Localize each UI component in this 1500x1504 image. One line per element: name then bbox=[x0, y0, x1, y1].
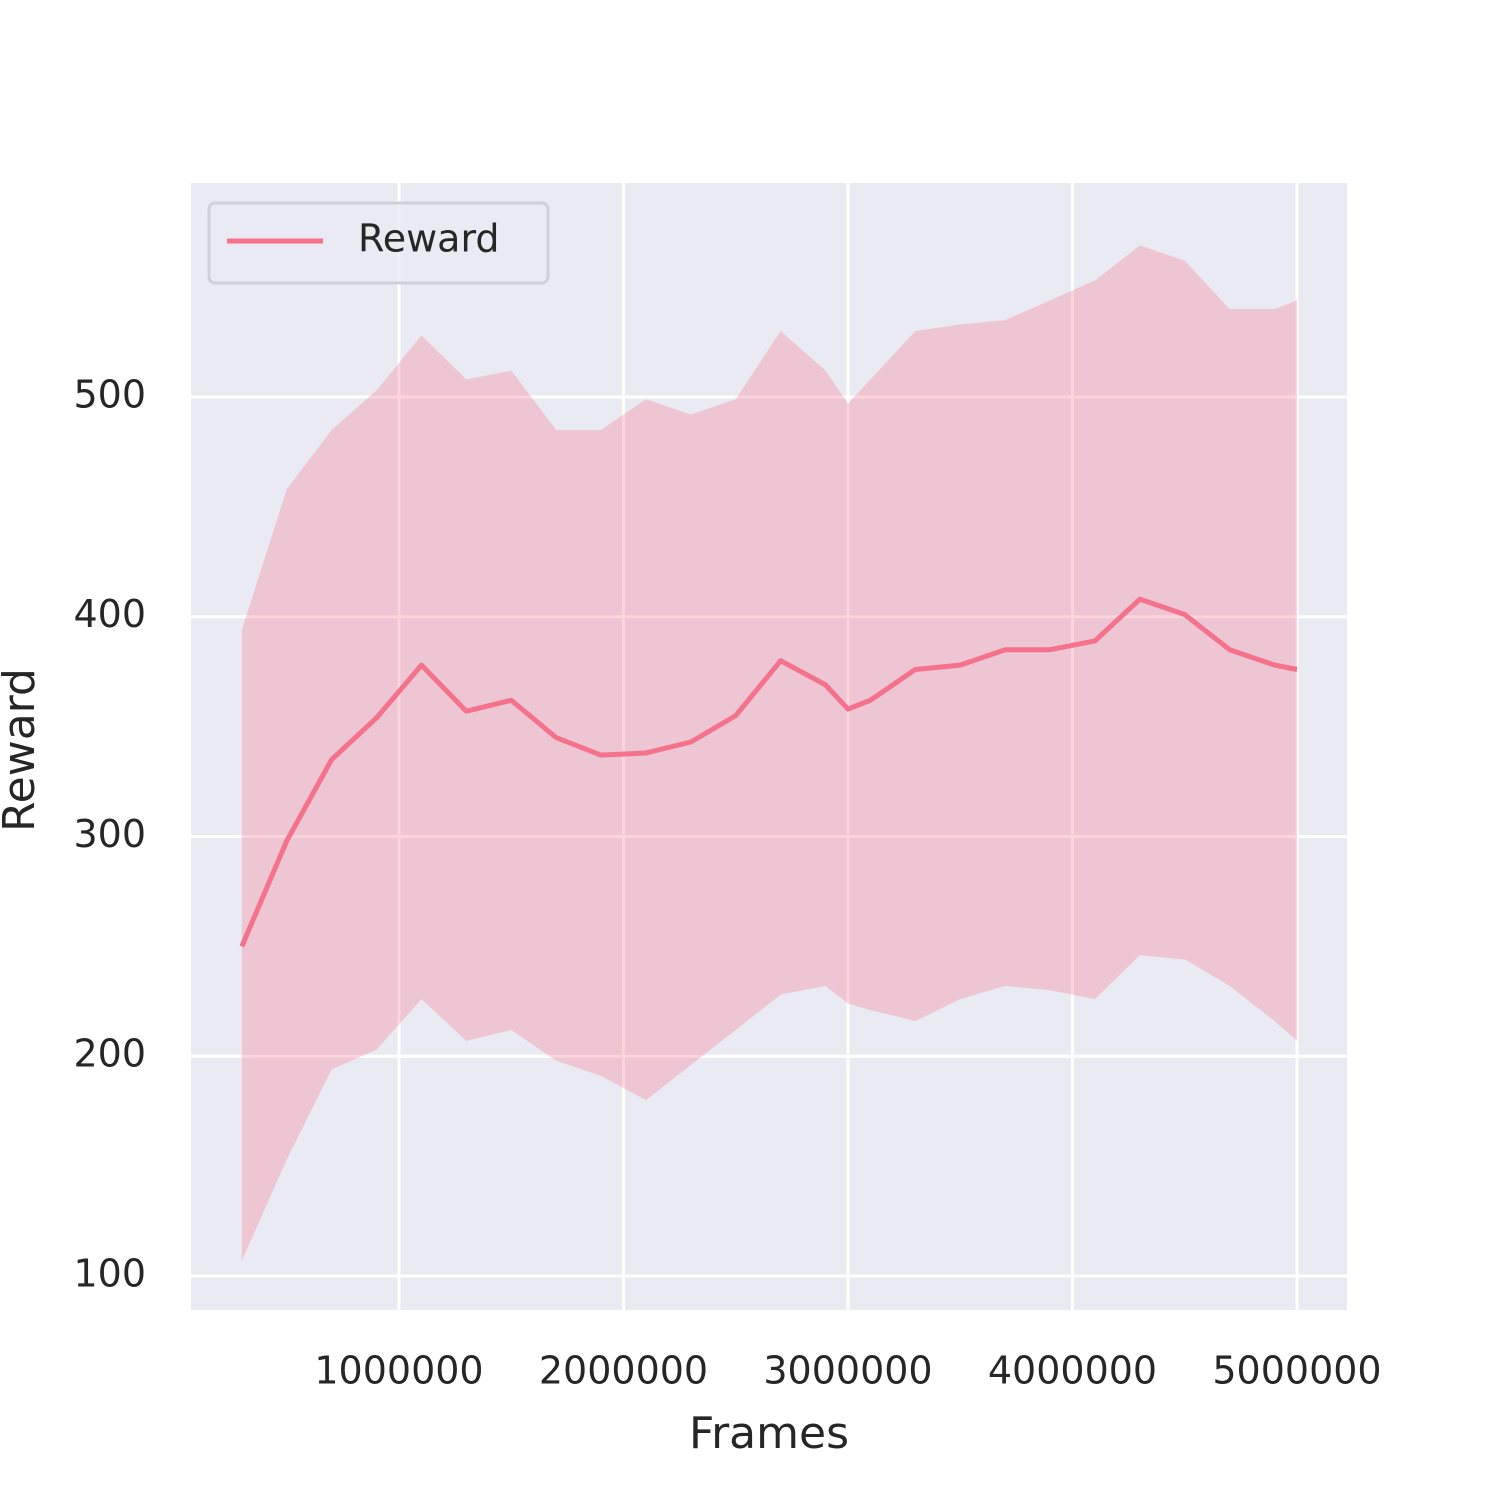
grid bbox=[191, 183, 1347, 1310]
y-tick-label: 100 bbox=[73, 1251, 146, 1295]
x-tick-label: 5000000 bbox=[1212, 1349, 1381, 1393]
legend-label: Reward bbox=[358, 217, 500, 261]
confidence-band bbox=[241, 245, 1298, 1261]
y-axis-title: Reward bbox=[0, 668, 45, 832]
plot-area bbox=[191, 183, 1347, 1310]
marks bbox=[239, 245, 1298, 1261]
y-tick-label: 200 bbox=[73, 1032, 146, 1076]
x-tick-label: 4000000 bbox=[988, 1349, 1157, 1393]
legend-box bbox=[207, 201, 550, 285]
x-axis-title: Frames bbox=[689, 1408, 849, 1459]
x-tick-label: 1000000 bbox=[314, 1349, 483, 1393]
x-tick-label: 3000000 bbox=[763, 1349, 932, 1393]
y-tick-label: 400 bbox=[73, 592, 146, 636]
x-tick-label: 2000000 bbox=[539, 1349, 708, 1393]
y-tick-label: 500 bbox=[73, 373, 146, 417]
y-tick-label: 300 bbox=[73, 812, 146, 856]
line bbox=[239, 596, 1298, 948]
